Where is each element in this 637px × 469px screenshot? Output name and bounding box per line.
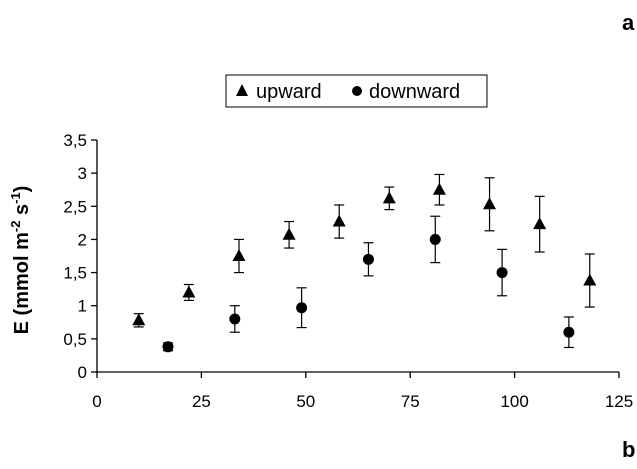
x-tick-label: 125 [605, 392, 633, 411]
downward-point [362, 253, 374, 265]
upward-point [132, 313, 146, 326]
axes: 0 0,5 1 1,5 2 2,5 3 3,5 0 25 50 75 100 125 [63, 131, 633, 411]
legend-label-upward: upward [256, 81, 322, 103]
upward-point [533, 217, 547, 230]
downward-point [296, 302, 308, 314]
upward-point [332, 214, 346, 227]
y-tick-label: 1,5 [63, 264, 87, 283]
panel-label-a: a [622, 10, 635, 35]
upward-point [432, 182, 446, 195]
y-tick-label: 1 [78, 297, 87, 316]
upward-point [182, 285, 196, 298]
upward-point [583, 273, 597, 286]
downward-point [229, 313, 241, 325]
y-tick-label: 0 [78, 363, 87, 382]
y-tick-label: 3 [78, 164, 87, 183]
downward-point [162, 341, 174, 353]
upward-point [282, 227, 296, 240]
upward-point [382, 191, 396, 204]
upward-point [483, 197, 497, 210]
x-tick-label: 25 [192, 392, 211, 411]
data-points [132, 182, 597, 353]
upward-point [232, 249, 246, 261]
y-axis-label: E (mmol m-2 s-1) [8, 186, 33, 335]
legend: upward downward [225, 74, 488, 108]
x-tick-label: 75 [401, 392, 420, 411]
x-tick-label: 100 [500, 392, 528, 411]
downward-point [429, 233, 441, 245]
downward-point [496, 267, 508, 279]
y-tick-label: 2 [78, 230, 87, 249]
downward-point [563, 326, 575, 338]
panel-label-b: b [622, 437, 635, 462]
legend-label-downward: downward [369, 81, 460, 103]
legend-triangle-marker-icon [236, 84, 248, 96]
x-tick-label: 50 [296, 392, 315, 411]
x-tick-label: 0 [92, 392, 101, 411]
legend-circle-marker-icon [352, 86, 362, 96]
y-tick-label: 2,5 [63, 197, 87, 216]
y-tick-label: 0,5 [63, 330, 87, 349]
y-tick-label: 3,5 [63, 131, 87, 150]
